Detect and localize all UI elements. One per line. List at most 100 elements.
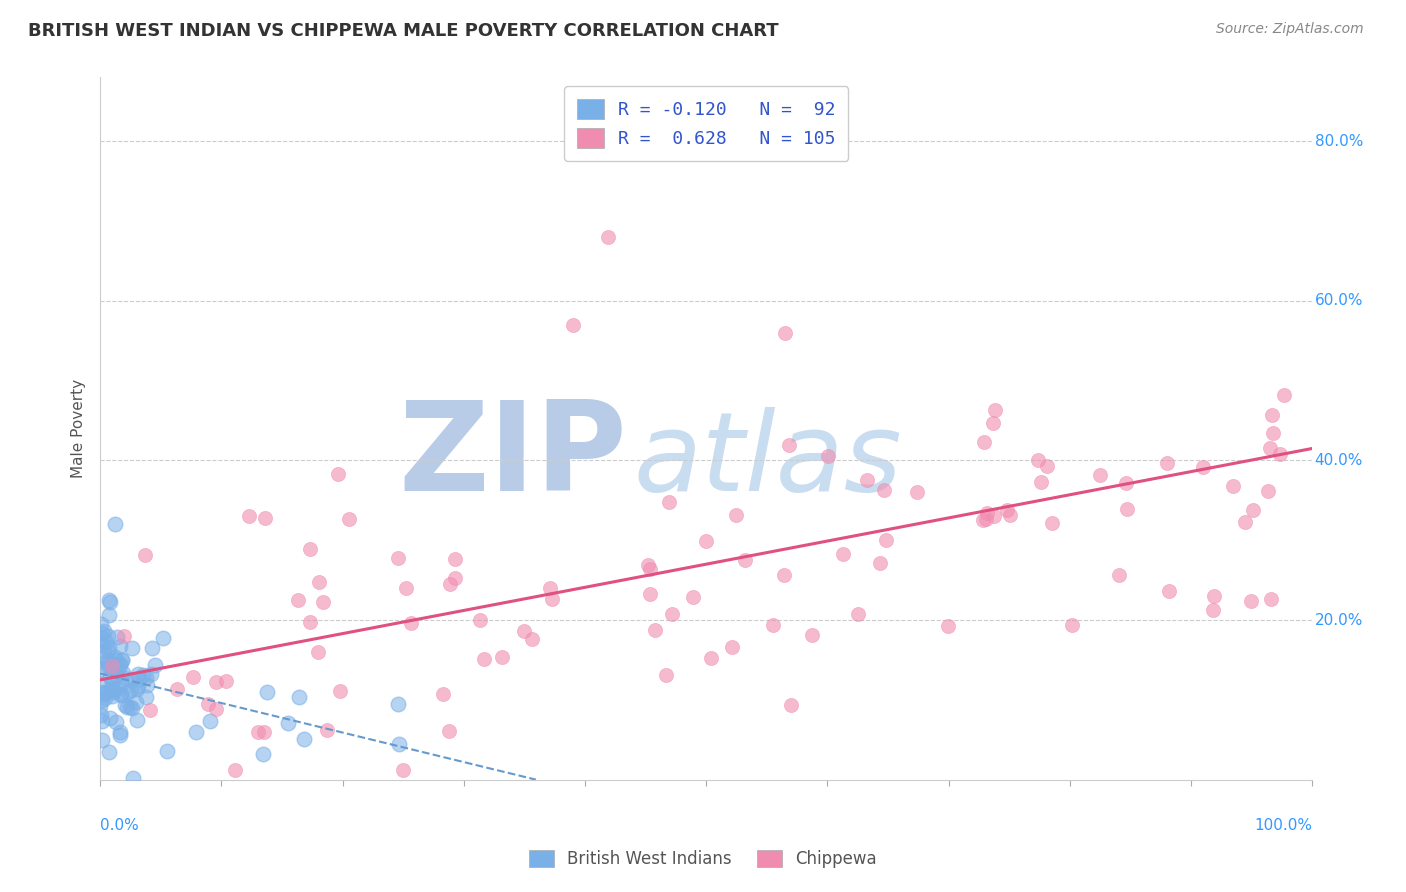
Point [984,403,1007,417]
Point [973,434,995,449]
Point [166,682,188,697]
Point [197,698,219,712]
Point [111,676,134,690]
Point [131,668,153,682]
Point [121,771,143,785]
Point [1115,476,1137,491]
Point [101,673,124,688]
Point [107,681,129,695]
Point [1000,508,1022,522]
Point [90,631,112,645]
Point [312,595,335,609]
Point [432,687,454,701]
Point [873,483,896,497]
Point [541,592,564,607]
Point [91,692,114,706]
Point [1202,589,1225,603]
Point [94,686,117,700]
Point [98,670,121,684]
Point [292,731,315,746]
Point [247,724,270,739]
Point [139,666,162,681]
Point [93,686,115,700]
Point [720,640,742,654]
Point [307,645,329,659]
Point [204,702,226,716]
Point [100,660,122,674]
Point [97,628,120,642]
Point [121,640,143,655]
Point [104,653,127,667]
Point [128,672,150,686]
Point [846,607,869,621]
Point [117,700,139,714]
Point [640,562,662,576]
Point [638,587,661,601]
Point [256,685,278,699]
Legend: British West Indians, Chippewa: British West Indians, Chippewa [523,843,883,875]
Point [779,698,801,713]
Point [644,623,666,637]
Point [110,728,132,742]
Point [253,725,276,739]
Point [135,690,157,704]
Point [93,685,115,699]
Point [277,716,299,731]
Point [1108,567,1130,582]
Point [443,572,465,586]
Point [817,450,839,464]
Point [156,744,179,758]
Text: 0.0%: 0.0% [100,818,139,833]
Point [97,644,120,658]
Point [143,657,166,672]
Point [637,558,659,573]
Point [110,687,132,701]
Point [869,556,891,570]
Text: 100.0%: 100.0% [1254,818,1312,833]
Point [1029,475,1052,489]
Point [214,673,236,688]
Point [1116,502,1139,516]
Point [136,678,159,692]
Point [288,690,311,704]
Point [772,568,794,582]
Point [125,695,148,709]
Point [972,512,994,526]
Point [90,677,112,691]
Point [337,511,360,525]
Point [762,617,785,632]
Point [387,551,409,566]
Point [90,617,112,632]
Point [127,713,149,727]
Point [1157,583,1180,598]
Text: 40.0%: 40.0% [1315,453,1362,468]
Point [94,691,117,706]
Point [298,615,321,629]
Point [1040,516,1063,530]
Point [98,595,121,609]
Point [1263,425,1285,440]
Point [387,697,409,711]
Point [974,512,997,526]
Point [110,688,132,702]
Point [105,715,128,730]
Point [127,666,149,681]
Point [725,508,748,522]
Point [388,737,411,751]
Point [108,639,131,653]
Point [1202,603,1225,617]
Point [91,638,114,652]
Point [1261,408,1284,422]
Point [308,575,330,590]
Point [1272,388,1295,402]
Point [655,668,678,682]
Text: ZIP: ZIP [399,396,627,517]
Point [111,653,134,667]
Point [97,654,120,668]
Point [117,684,139,698]
Y-axis label: Male Poverty: Male Poverty [72,379,86,478]
Point [1257,483,1279,498]
Point [101,689,124,703]
Point [105,630,128,644]
Point [513,624,536,638]
